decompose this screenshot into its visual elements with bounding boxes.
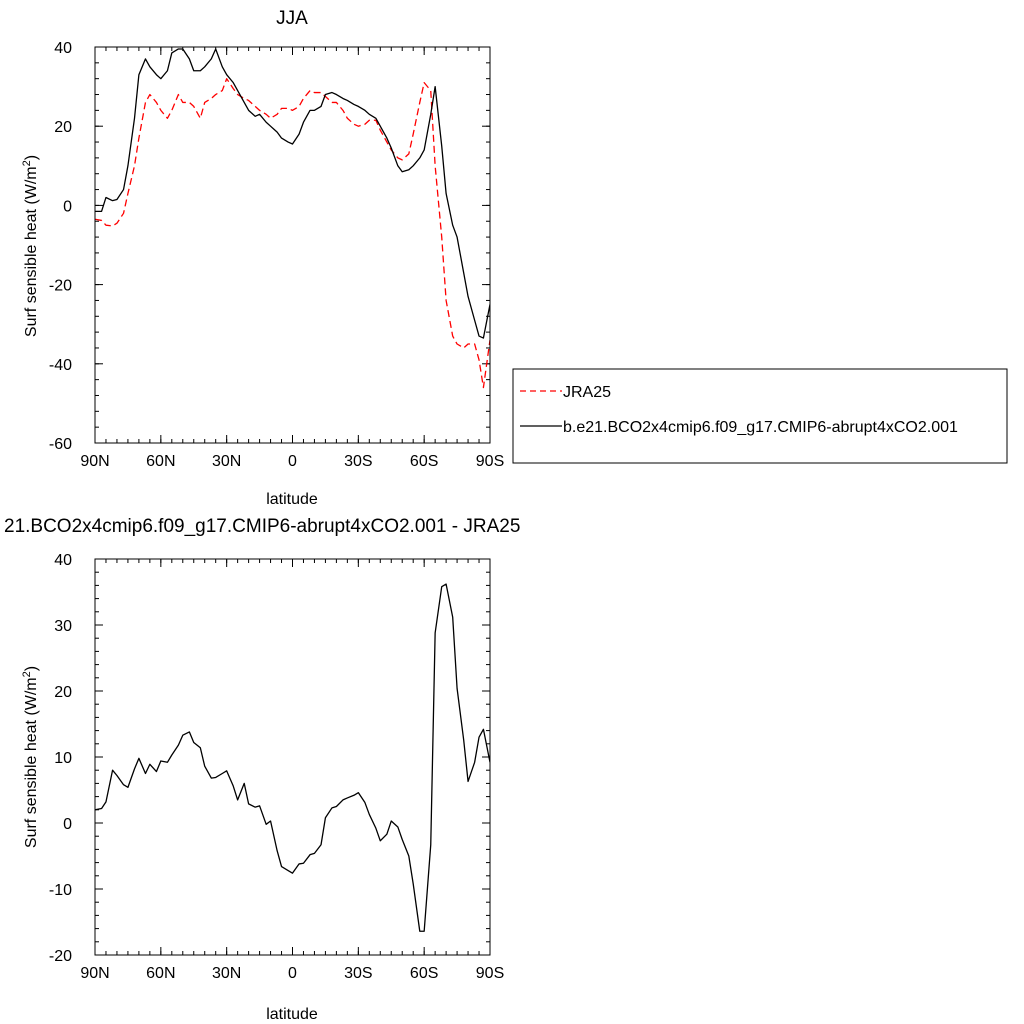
x-tick-label: 30N [212, 453, 241, 470]
x-tick-label: 30N [212, 965, 241, 982]
x-tick-label: 0 [288, 453, 297, 470]
x-tick-label: 60S [410, 965, 438, 982]
x-tick-label: 60N [146, 965, 175, 982]
series-line-0 [95, 78, 490, 389]
plot-area: 90N 60N 30N 0 30S 60S 90S -20 -10 0 10 20 30 40 [49, 552, 504, 982]
y-tick-label: 20 [54, 119, 72, 136]
legend-label-model: b.e21.BCO2x4cmip6.f09_g17.CMIP6-abrupt4x… [563, 419, 958, 436]
legend: JRA25 b.e21.BCO2x4cmip6.f09_g17.CMIP6-ab… [512, 368, 1008, 464]
plot-area: 90N 60N 30N 0 30S 60S 90S -60 -40 -20 0 20 40 [49, 40, 504, 470]
x-tick-label: 60N [146, 453, 175, 470]
x-axis-label: latitude [266, 1006, 318, 1023]
legend-label-jra25: JRA25 [563, 384, 611, 401]
legend-box [512, 368, 1008, 464]
y-tick-label: -10 [49, 882, 72, 899]
panel-jja: JJA latitude Surf sensible heat (W/m2) 9… [21, 8, 1008, 508]
x-tick-label: 90S [476, 965, 504, 982]
y-tick-label: 30 [54, 618, 72, 635]
x-tick-label: 30S [344, 965, 372, 982]
x-tick-label: 90N [80, 453, 109, 470]
y-axis-label: Surf sensible heat (W/m2) [21, 155, 40, 337]
y-tick-label: 20 [54, 684, 72, 701]
y-tick-label: 0 [63, 198, 72, 215]
plot-frame [94, 558, 491, 956]
x-tick-label: 0 [288, 965, 297, 982]
series-line-0 [95, 583, 490, 932]
y-axis-label: Surf sensible heat (W/m2) [21, 666, 40, 848]
x-tick-label: 90S [476, 453, 504, 470]
plot-frame [94, 46, 491, 444]
x-axis-label: latitude [266, 491, 318, 508]
y-tick-label: 0 [63, 816, 72, 833]
y-tick-label: -20 [49, 278, 72, 295]
y-tick-label: -60 [49, 436, 72, 453]
y-tick-label: -40 [49, 357, 72, 374]
x-tick-label: 60S [410, 453, 438, 470]
y-tick-label: 40 [54, 40, 72, 57]
y-tick-label: -20 [49, 948, 72, 965]
x-tick-label: 30S [344, 453, 372, 470]
panel-title: 21.BCO2x4cmip6.f09_g17.CMIP6-abrupt4xCO2… [4, 516, 520, 537]
panel-difference: 21.BCO2x4cmip6.f09_g17.CMIP6-abrupt4xCO2… [4, 516, 520, 1023]
x-tick-label: 90N [80, 965, 109, 982]
y-tick-label: 10 [54, 750, 72, 767]
series-line-1 [95, 48, 490, 339]
y-tick-label: 40 [54, 552, 72, 569]
panel-title: JJA [276, 8, 308, 29]
